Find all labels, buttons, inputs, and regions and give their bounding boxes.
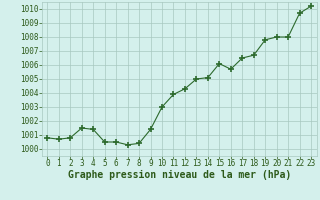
X-axis label: Graphe pression niveau de la mer (hPa): Graphe pression niveau de la mer (hPa) — [68, 170, 291, 180]
